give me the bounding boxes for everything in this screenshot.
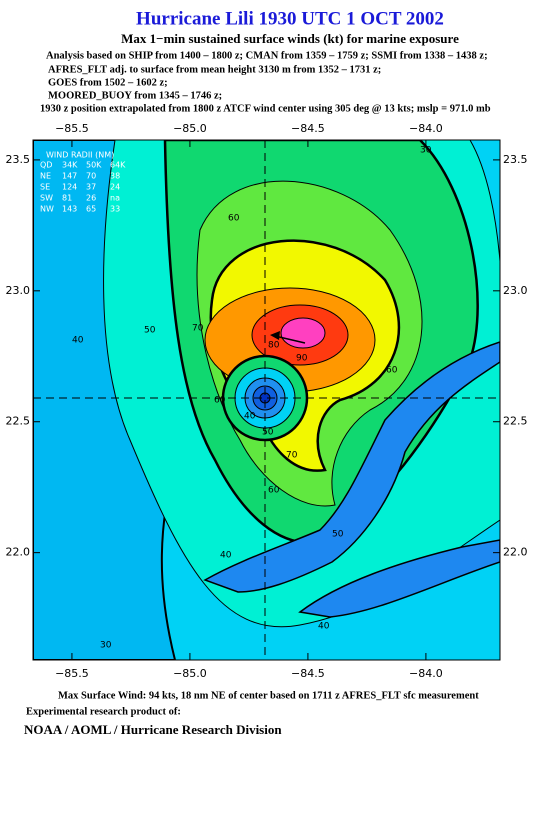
contour-label: 60 — [228, 214, 240, 224]
contour-label: 40 — [318, 622, 330, 632]
y-tick-label: 23.5 — [6, 153, 31, 166]
radii-cell: 124 — [62, 183, 77, 192]
contour-label: 60 — [268, 486, 280, 496]
x-tick-label: −85.5 — [55, 122, 89, 135]
contour-label: 70 — [286, 451, 298, 461]
contour-label: 40 — [244, 412, 256, 422]
radii-cell: 37 — [86, 183, 96, 192]
x-tick-label: −84.5 — [291, 667, 325, 680]
x-tick-label: −85.5 — [55, 667, 89, 680]
contour-label: 40 — [72, 336, 84, 346]
contour-label: 60 — [214, 396, 226, 406]
y-tick-label: 22.5 — [503, 415, 528, 428]
contour-label: 80 — [268, 341, 280, 351]
contour-label: 30 — [100, 641, 112, 651]
organization: NOAA / AOML / Hurricane Research Divisio… — [24, 722, 282, 737]
contour-label: 90 — [296, 354, 308, 364]
y-tick-label: 22.0 — [6, 546, 31, 559]
y-tick-label: 23.0 — [6, 284, 31, 297]
y-tick-label: 23.0 — [503, 284, 528, 297]
x-tick-label: −84.0 — [409, 667, 443, 680]
radii-cell: 70 — [86, 172, 96, 181]
title: Hurricane Lili 1930 UTC 1 OCT 2002 — [136, 8, 444, 29]
contour-label: 40 — [220, 551, 232, 561]
contour-label: 30 — [420, 146, 432, 156]
radii-cell: SE — [40, 183, 50, 192]
contour-label: 50 — [144, 326, 156, 336]
radii-cell: 143 — [62, 205, 77, 214]
analysis-line: Analysis based on SHIP from 1400 – 1800 … — [46, 50, 488, 61]
radii-cell: QD — [40, 161, 52, 170]
radii-cell: 24 — [110, 183, 120, 192]
x-tick-label: −84.5 — [291, 122, 325, 135]
radii-cell: na — [110, 194, 120, 203]
contour-label: 50 — [262, 428, 274, 438]
radii-cell: 50K — [86, 161, 102, 170]
analysis-line: MOORED_BUOY from 1345 – 1746 z; — [48, 90, 222, 101]
analysis-line: GOES from 1502 – 1602 z; — [48, 77, 168, 88]
y-tick-label: 22.5 — [6, 415, 31, 428]
contour-label: 60 — [386, 366, 398, 376]
max-wind-note: Max Surface Wind: 94 kts, 18 nm NE of ce… — [58, 690, 479, 701]
radii-cell: 33 — [110, 205, 120, 214]
analysis-line: AFRES_FLT adj. to surface from mean heig… — [48, 64, 381, 75]
radii-cell: 81 — [62, 194, 72, 203]
subtitle: Max 1−min sustained surface winds (kt) f… — [121, 31, 459, 46]
radii-cell: 64K — [110, 161, 126, 170]
contour-label: 50 — [332, 530, 344, 540]
x-tick-label: −84.0 — [409, 122, 443, 135]
radii-title: WIND RADII (NM) — [46, 151, 114, 160]
radii-cell: 65 — [86, 205, 96, 214]
position-note: 1930 z position extrapolated from 1800 z… — [40, 103, 491, 114]
x-tick-label: −85.0 — [173, 667, 207, 680]
radii-cell: NE — [40, 172, 51, 181]
wind-radii-table: WIND RADII (NM)QD 34K 50K 64K NE 147 70 38 SE 124… — [40, 151, 126, 214]
radii-cell: SW — [40, 194, 53, 203]
product-note: Experimental research product of: — [26, 706, 181, 717]
radii-cell: 147 — [62, 172, 77, 181]
radii-cell: 38 — [110, 172, 120, 181]
radii-cell: NW — [40, 205, 54, 214]
y-tick-label: 22.0 — [503, 546, 528, 559]
radii-cell: 34K — [62, 161, 78, 170]
map-frame — [32, 139, 501, 661]
contour-label: 70 — [192, 324, 204, 334]
x-tick-label: −85.0 — [173, 122, 207, 135]
wind-field — [33, 140, 500, 660]
y-tick-label: 23.5 — [503, 153, 528, 166]
radii-cell: 26 — [86, 194, 96, 203]
